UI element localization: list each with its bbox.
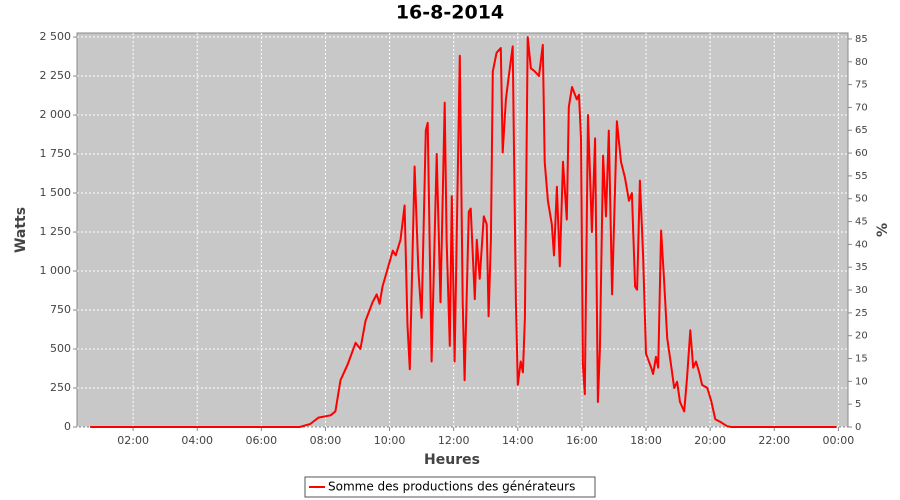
y-tick-label: 2 250 — [40, 69, 72, 82]
y2-tick-label: 10 — [855, 376, 868, 387]
y-tick-label: 1 500 — [40, 186, 72, 199]
y-tick-label: 1 250 — [40, 225, 72, 238]
series-line — [90, 36, 837, 428]
y2-tick-label: 20 — [855, 331, 868, 342]
y2-tick-label: 15 — [855, 354, 868, 365]
x-tick-label: 12:00 — [438, 434, 470, 447]
y2-tick-label: 85 — [855, 34, 868, 45]
y-tick-label: 250 — [50, 381, 71, 394]
x-tick-label: 10:00 — [374, 434, 406, 447]
legend — [304, 476, 596, 498]
y-tick-label: 0 — [64, 420, 71, 433]
y2-tick-label: 40 — [855, 239, 868, 250]
y-tick-label: 2 500 — [40, 30, 72, 43]
y-tick-label: 1 000 — [40, 264, 72, 277]
x-tick-label: 22:00 — [758, 434, 790, 447]
x-tick-label: 16:00 — [566, 434, 598, 447]
y-tick-label: 500 — [50, 342, 71, 355]
y2-tick-label: 25 — [855, 308, 868, 319]
x-tick-label: 20:00 — [694, 434, 726, 447]
x-axis-label: Heures — [424, 452, 480, 468]
y2-tick-label: 50 — [855, 194, 868, 205]
y2-axis-label: % — [875, 223, 891, 237]
chart-title: 16-8-2014 — [396, 2, 504, 24]
x-tick-label: 08:00 — [310, 434, 342, 447]
y-axis-label: Watts — [13, 207, 29, 253]
x-tick-label: 00:00 — [823, 434, 855, 447]
y2-tick-label: 45 — [855, 217, 868, 228]
y2-tick-label: 0 — [855, 422, 861, 433]
x-tick-label: 18:00 — [630, 434, 662, 447]
x-tick-label: 04:00 — [181, 434, 213, 447]
y2-tick-label: 70 — [855, 102, 868, 113]
x-tick-label: 02:00 — [117, 434, 149, 447]
y2-tick-label: 75 — [855, 80, 868, 91]
y2-tick-label: 30 — [855, 285, 868, 296]
x-tick-label: 14:00 — [502, 434, 534, 447]
y2-tick-label: 55 — [855, 171, 868, 182]
x-tick-label: 06:00 — [245, 434, 277, 447]
y-tick-label: 1 750 — [40, 147, 72, 160]
y2-tick-label: 60 — [855, 148, 868, 159]
y2-tick-label: 35 — [855, 262, 868, 273]
legend-label: Somme des productions des générateurs — [328, 480, 575, 494]
y-tick-label: 750 — [50, 303, 71, 316]
y-tick-label: 2 000 — [40, 108, 72, 121]
y2-tick-label: 65 — [855, 125, 868, 136]
y2-tick-label: 80 — [855, 57, 868, 68]
y2-tick-label: 5 — [855, 399, 861, 410]
